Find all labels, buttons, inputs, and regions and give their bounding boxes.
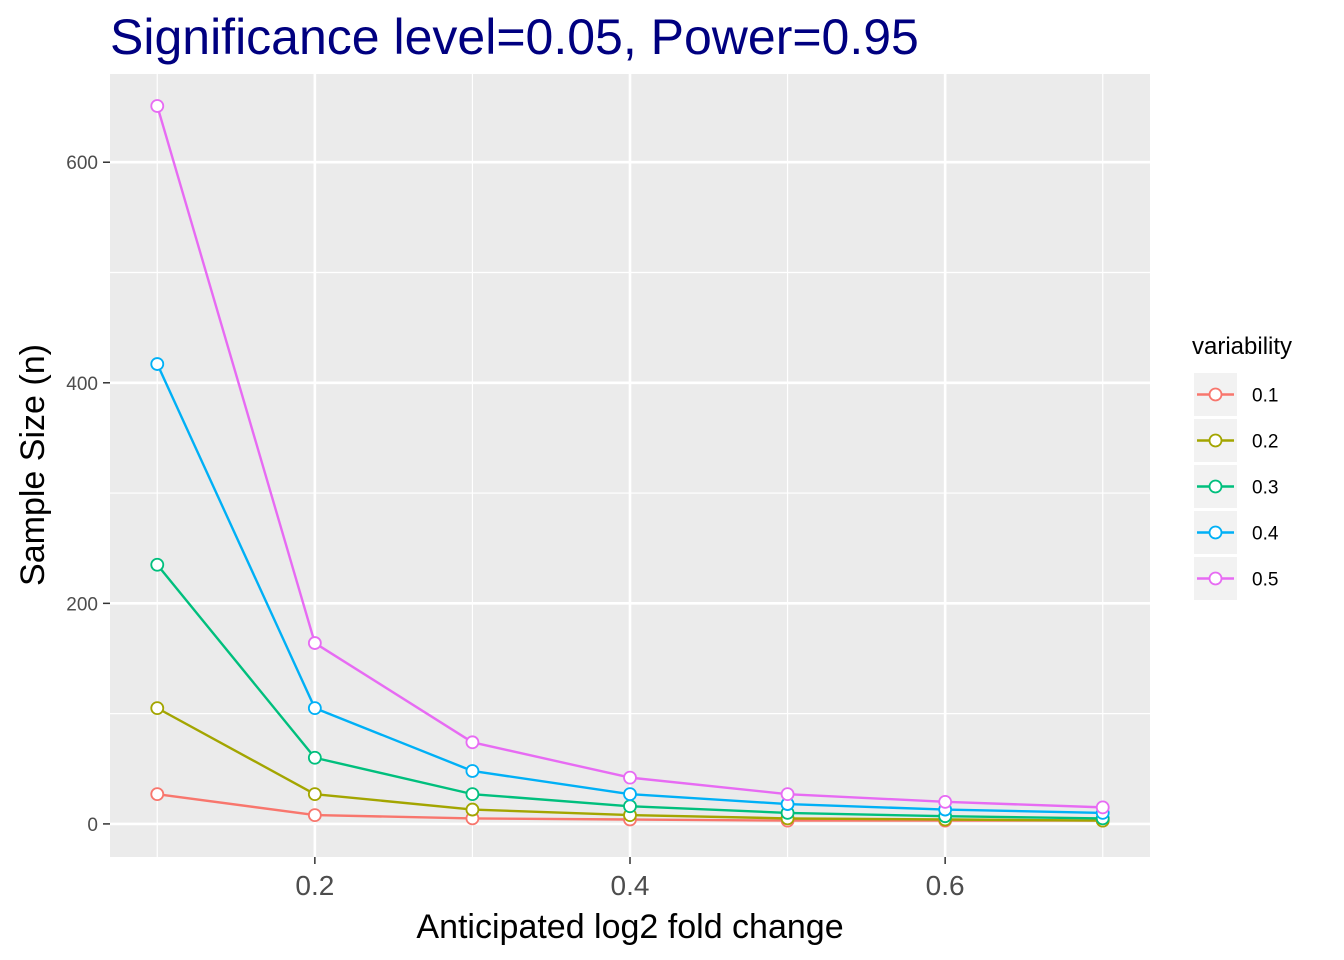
legend-label: 0.3 xyxy=(1252,478,1278,499)
y-axis-title: Sample Size (n) xyxy=(14,344,52,586)
data-point xyxy=(150,99,165,113)
x-tick-label: 0.4 xyxy=(611,870,650,901)
legend-key-point xyxy=(1208,387,1223,402)
legend-label: 0.5 xyxy=(1252,570,1278,591)
series-layer xyxy=(150,99,1110,828)
legend-item-0.5: 0.5 xyxy=(1194,557,1278,600)
legend-label: 0.1 xyxy=(1252,386,1278,407)
data-point xyxy=(307,636,322,650)
data-point xyxy=(150,701,165,716)
data-point xyxy=(307,808,322,822)
y-tick-label: 600 xyxy=(66,153,98,174)
x-tick-label: 0.6 xyxy=(926,870,965,901)
y-tick-label: 0 xyxy=(87,815,98,836)
data-point xyxy=(780,787,795,802)
y-tick-label: 400 xyxy=(66,374,98,395)
data-point xyxy=(307,787,322,802)
x-tick-label: 0.2 xyxy=(295,870,334,901)
data-point xyxy=(465,735,480,750)
data-point xyxy=(307,701,322,716)
series-points-0.5 xyxy=(150,99,1110,815)
data-point xyxy=(623,787,637,802)
legend-label: 0.2 xyxy=(1252,432,1278,453)
legend-item-0.3: 0.3 xyxy=(1194,465,1278,508)
legend-item-0.2: 0.2 xyxy=(1194,419,1278,462)
axes: 0.2 0.4 0.6 0 200 400 600 xyxy=(66,153,964,901)
legend-title: variability xyxy=(1192,333,1292,360)
data-point xyxy=(465,802,480,817)
legend-item-0.4: 0.4 xyxy=(1194,511,1279,554)
data-point xyxy=(465,787,480,802)
legend-label: 0.4 xyxy=(1252,524,1279,545)
data-point xyxy=(465,764,480,778)
legend: variability 0.1 0.2 0.3 0.4 0.5 xyxy=(1192,333,1292,600)
chart-title: Significance level=0.05, Power=0.95 xyxy=(110,9,919,65)
data-point xyxy=(150,557,165,572)
data-point xyxy=(623,770,637,785)
data-point xyxy=(307,750,322,765)
legend-item-0.1: 0.1 xyxy=(1194,373,1278,416)
legend-key-point xyxy=(1208,525,1223,540)
data-point xyxy=(623,799,637,814)
x-axis-title: Anticipated log2 fold change xyxy=(416,908,843,946)
legend-key-point xyxy=(1208,433,1223,448)
data-point xyxy=(938,794,953,809)
data-point xyxy=(150,357,165,371)
y-tick-label: 200 xyxy=(66,594,98,615)
data-point xyxy=(150,787,165,802)
legend-key-point xyxy=(1208,479,1223,494)
data-point xyxy=(1095,800,1110,815)
legend-key-point xyxy=(1208,571,1223,586)
